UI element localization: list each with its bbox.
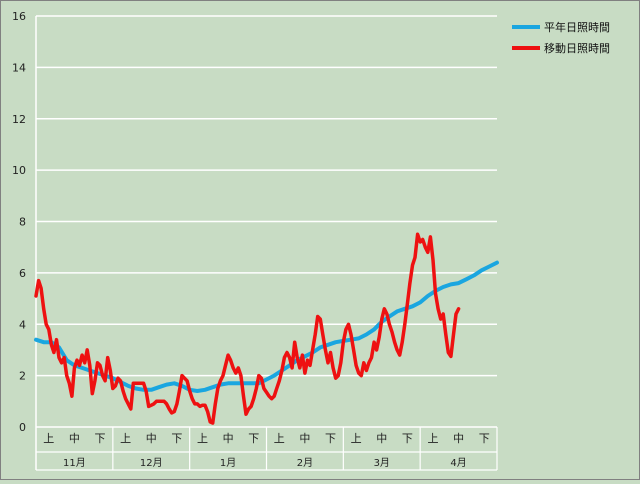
- y-tick-label: 16: [12, 10, 26, 23]
- dekad-tick-label: 中: [299, 432, 310, 445]
- dekad-tick-label: 中: [223, 432, 234, 445]
- y-tick-label: 4: [19, 318, 26, 331]
- month-label: 4月: [450, 457, 466, 469]
- y-tick-label: 12: [12, 113, 26, 126]
- dekad-tick-label: 上: [274, 432, 285, 445]
- dekad-tick-label: 下: [248, 432, 259, 445]
- dekad-tick-label: 下: [95, 432, 106, 445]
- y-tick-label: 8: [19, 216, 26, 229]
- moving-sunshine-line: [34, 232, 461, 425]
- y-tick-label: 10: [12, 164, 26, 177]
- month-label: 3月: [374, 457, 390, 469]
- dekad-tick-label: 中: [146, 432, 157, 445]
- month-label: 1月: [220, 457, 236, 469]
- dekad-tick-label: 中: [453, 432, 464, 445]
- dekad-tick-label: 下: [325, 432, 336, 445]
- dekad-tick-label: 上: [427, 432, 438, 445]
- dekad-tick-label: 中: [69, 432, 80, 445]
- series-lines: [34, 232, 499, 425]
- legend-label-moving: 移動日照時間: [544, 41, 610, 55]
- dekad-tick-label: 上: [351, 432, 362, 445]
- dekad-tick-label: 上: [120, 432, 131, 445]
- dekad-tick-label: 上: [197, 432, 208, 445]
- dekad-tick-label: 上: [43, 432, 54, 445]
- y-tick-label: 14: [12, 61, 26, 74]
- legend-label-normal: 平年日照時間: [544, 20, 610, 34]
- month-label: 12月: [140, 457, 163, 469]
- dekad-tick-label: 下: [402, 432, 413, 445]
- y-tick-label: 6: [19, 267, 26, 280]
- dekad-tick-label: 中: [376, 432, 387, 445]
- month-label: 11月: [63, 457, 86, 469]
- axes: 024681012141611月 12月 1月 2月 3月 4月上中下上中下上中下上中下上…: [12, 10, 498, 471]
- dekad-tick-label: 下: [479, 432, 490, 445]
- y-tick-label: 0: [19, 421, 26, 434]
- y-tick-label: 2: [19, 370, 26, 383]
- dekad-tick-label: 下: [171, 432, 182, 445]
- month-label: 2月: [297, 457, 313, 469]
- gridlines: [36, 15, 497, 377]
